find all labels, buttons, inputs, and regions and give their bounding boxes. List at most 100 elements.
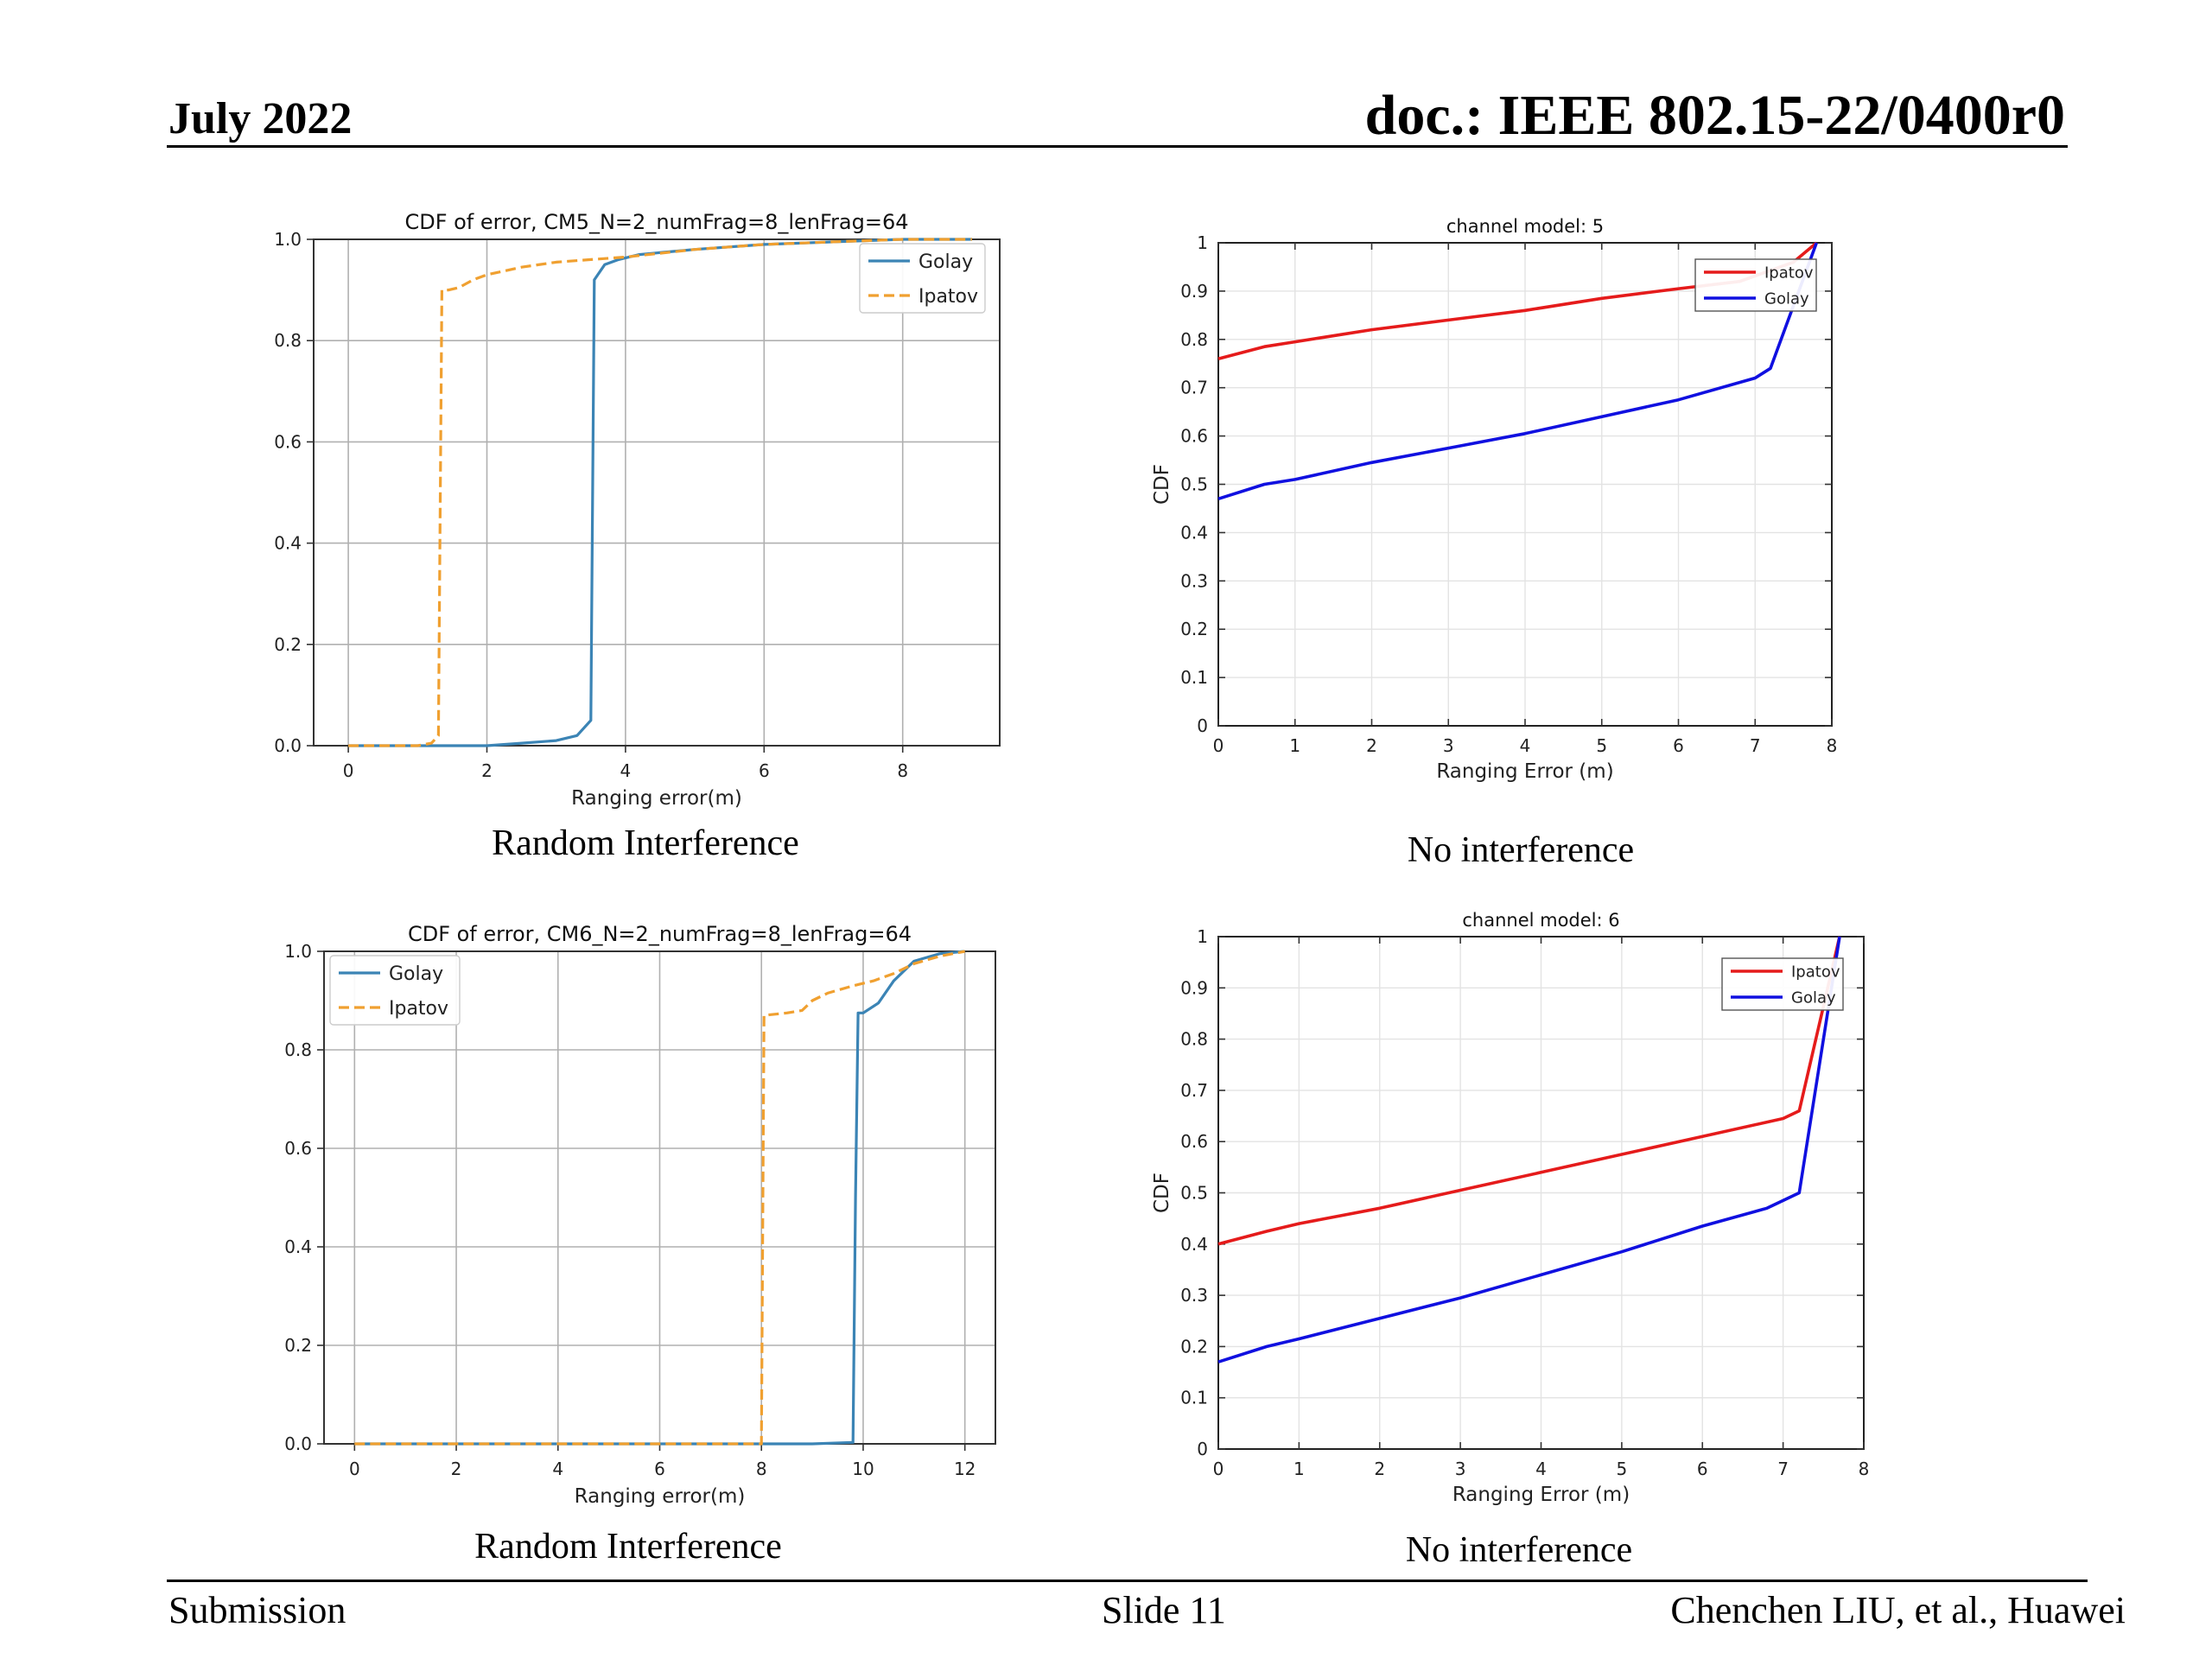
x-tick-label: 5 bbox=[1617, 1459, 1628, 1479]
y-tick-label: 0.2 bbox=[1180, 619, 1208, 639]
caption-top-right: No interference bbox=[1407, 830, 1635, 870]
y-tick-label: 0.3 bbox=[1180, 1285, 1208, 1306]
chart-title: CDF of error, CM5_N=2_numFrag=8_lenFrag=… bbox=[404, 210, 908, 234]
caption-top-left: Random Interference bbox=[492, 823, 799, 863]
y-tick-label: 0.1 bbox=[1180, 667, 1208, 688]
series-line-golay bbox=[1217, 936, 1841, 1363]
series-line-ipatov bbox=[348, 238, 972, 747]
legend-label: Golay bbox=[1764, 289, 1809, 308]
series-line-ipatov bbox=[1217, 936, 1841, 1246]
y-tick-label: 0.2 bbox=[274, 634, 302, 655]
legend: Golay Ipatov bbox=[329, 955, 461, 1026]
legend-label: Ipatov bbox=[1791, 963, 1840, 981]
x-tick-label: 4 bbox=[620, 760, 632, 781]
chart-3: 0 2 4 6 8 10 12 0.0 0.2 0.4 0.6 0.8 1.0 CDF of error,… bbox=[284, 922, 996, 1508]
y-tick-label: 0.7 bbox=[1180, 1080, 1208, 1101]
x-tick-label: 0 bbox=[1213, 1459, 1224, 1479]
legend-label: Ipatov bbox=[389, 998, 448, 1020]
y-tick-label: 1 bbox=[1197, 232, 1208, 253]
y-tick-label: 0 bbox=[1197, 1439, 1208, 1459]
y-tick-label: 0.8 bbox=[274, 330, 302, 351]
chart-2: 0 1 2 3 4 5 6 7 8 0 0.1 0.2 0.3 0.4 0.5 0.6 0.7 0.8 0.9 1 ch… bbox=[1151, 216, 1837, 783]
x-tick-label: 8 bbox=[897, 760, 908, 781]
x-tick-label: 6 bbox=[1673, 735, 1684, 756]
caption-bottom-left: Random Interference bbox=[474, 1527, 782, 1567]
header-date: July 2022 bbox=[168, 94, 353, 143]
y-tick-label: 0.0 bbox=[274, 735, 302, 756]
x-tick-label: 7 bbox=[1777, 1459, 1789, 1479]
legend: Golay Ipatov bbox=[859, 243, 986, 314]
x-tick-label: 2 bbox=[451, 1459, 462, 1479]
chart-4: 0 1 2 3 4 5 6 7 8 0 0.1 0.2 0.3 0.4 0.5 0.6 0.7 0.8 0.9 1 ch… bbox=[1151, 910, 1869, 1506]
x-tick-label: 10 bbox=[852, 1459, 874, 1479]
y-tick-label: 0.6 bbox=[1180, 426, 1208, 447]
y-tick-label: 0.4 bbox=[1180, 522, 1208, 543]
x-tick-label: 1 bbox=[1294, 1459, 1305, 1479]
series-line-golay bbox=[1217, 242, 1818, 501]
y-tick-label: 0.9 bbox=[1180, 977, 1208, 998]
y-tick-label: 0.7 bbox=[1180, 378, 1208, 398]
chart-title: CDF of error, CM6_N=2_numFrag=8_lenFrag=… bbox=[408, 922, 912, 946]
x-tick-label: 2 bbox=[1374, 1459, 1385, 1479]
legend-label: Golay bbox=[1791, 988, 1836, 1007]
x-tick-label: 6 bbox=[654, 1459, 665, 1479]
y-tick-label: 0.9 bbox=[1180, 281, 1208, 302]
plot-frame bbox=[313, 238, 1001, 747]
footer-author: Chenchen LIU, et al., Huawei bbox=[1670, 1589, 2126, 1631]
legend-box bbox=[1694, 258, 1817, 312]
x-tick-label: 5 bbox=[1596, 735, 1607, 756]
x-axis-label: Ranging error(m) bbox=[575, 1485, 746, 1508]
x-tick-label: 4 bbox=[1535, 1459, 1547, 1479]
y-tick-label: 0.2 bbox=[284, 1335, 312, 1356]
x-tick-label: 3 bbox=[1455, 1459, 1466, 1479]
legend: Ipatov Golay bbox=[1694, 258, 1817, 312]
footer-submission: Submission bbox=[168, 1589, 346, 1631]
x-tick-label: 2 bbox=[481, 760, 493, 781]
header-doc-id: doc.: IEEE 802.15-22/0400r0 bbox=[1364, 84, 2065, 147]
footer-rule bbox=[167, 1580, 2088, 1582]
y-tick-label: 0.6 bbox=[274, 431, 302, 452]
y-tick-label: 0.6 bbox=[1180, 1131, 1208, 1152]
y-tick-label: 0.5 bbox=[1180, 474, 1208, 495]
legend: Ipatov Golay bbox=[1721, 957, 1844, 1011]
x-tick-label: 8 bbox=[1827, 735, 1838, 756]
legend-box bbox=[1721, 957, 1844, 1011]
series-line-ipatov bbox=[354, 950, 966, 1446]
y-tick-label: 1.0 bbox=[274, 229, 302, 250]
x-tick-label: 8 bbox=[1859, 1459, 1870, 1479]
legend-label: Ipatov bbox=[1764, 264, 1814, 282]
y-tick-label: 0.6 bbox=[284, 1138, 312, 1159]
y-tick-label: 0 bbox=[1197, 715, 1208, 736]
y-axis-label: CDF bbox=[1151, 1173, 1173, 1213]
legend-label: Ipatov bbox=[918, 286, 978, 308]
y-tick-label: 0.3 bbox=[1180, 570, 1208, 591]
x-tick-label: 0 bbox=[343, 760, 354, 781]
x-tick-label: 7 bbox=[1750, 735, 1761, 756]
legend-label: Golay bbox=[918, 251, 973, 273]
footer-slide-number: Slide 11 bbox=[1102, 1589, 1226, 1631]
x-tick-label: 12 bbox=[954, 1459, 976, 1479]
y-tick-label: 0.8 bbox=[1180, 329, 1208, 350]
x-tick-label: 3 bbox=[1443, 735, 1454, 756]
x-axis-label: Ranging error(m) bbox=[571, 787, 742, 810]
y-tick-label: 0.8 bbox=[284, 1039, 312, 1060]
x-tick-label: 2 bbox=[1366, 735, 1377, 756]
x-tick-label: 6 bbox=[759, 760, 770, 781]
y-tick-label: 0.8 bbox=[1180, 1029, 1208, 1050]
y-tick-label: 0.4 bbox=[1180, 1234, 1208, 1255]
chart-1: 0 2 4 6 8 0.0 0.2 0.4 0.6 0.8 1.0 CDF of error, CM5… bbox=[274, 210, 1001, 810]
header-rule bbox=[167, 145, 2068, 148]
x-tick-label: 4 bbox=[552, 1459, 563, 1479]
x-tick-label: 8 bbox=[756, 1459, 767, 1479]
y-tick-label: 0.0 bbox=[284, 1433, 312, 1454]
x-tick-label: 0 bbox=[1213, 735, 1224, 756]
y-tick-label: 1 bbox=[1197, 926, 1208, 947]
chart-title: channel model: 6 bbox=[1462, 910, 1619, 931]
y-tick-label: 1.0 bbox=[284, 941, 312, 962]
x-axis-label: Ranging Error (m) bbox=[1436, 760, 1613, 783]
chart-title: channel model: 5 bbox=[1446, 216, 1604, 237]
x-tick-label: 1 bbox=[1289, 735, 1300, 756]
y-tick-label: 0.1 bbox=[1180, 1388, 1208, 1408]
x-tick-label: 4 bbox=[1520, 735, 1531, 756]
